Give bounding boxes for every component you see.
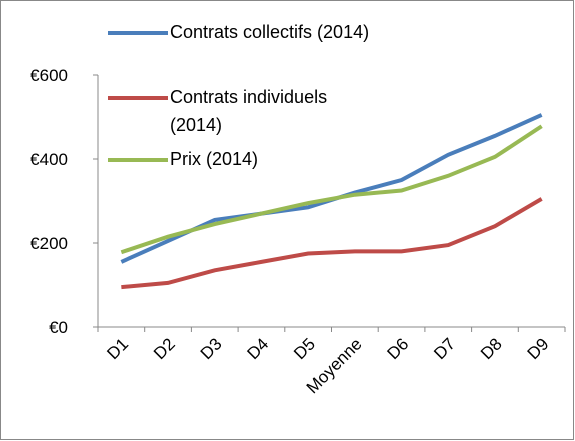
line-series <box>120 124 543 255</box>
y-tick-label: €400 <box>30 150 68 169</box>
legend-label: Contrats individuels (2014) <box>170 87 328 135</box>
y-tick-label: €600 <box>30 66 68 85</box>
y-tick-label: €0 <box>49 318 68 337</box>
line-series <box>121 197 543 290</box>
legend-label: Contrats collectifs (2014) <box>170 22 370 42</box>
y-tick-label: €200 <box>30 234 68 253</box>
legend-label: Prix (2014) <box>170 149 259 169</box>
